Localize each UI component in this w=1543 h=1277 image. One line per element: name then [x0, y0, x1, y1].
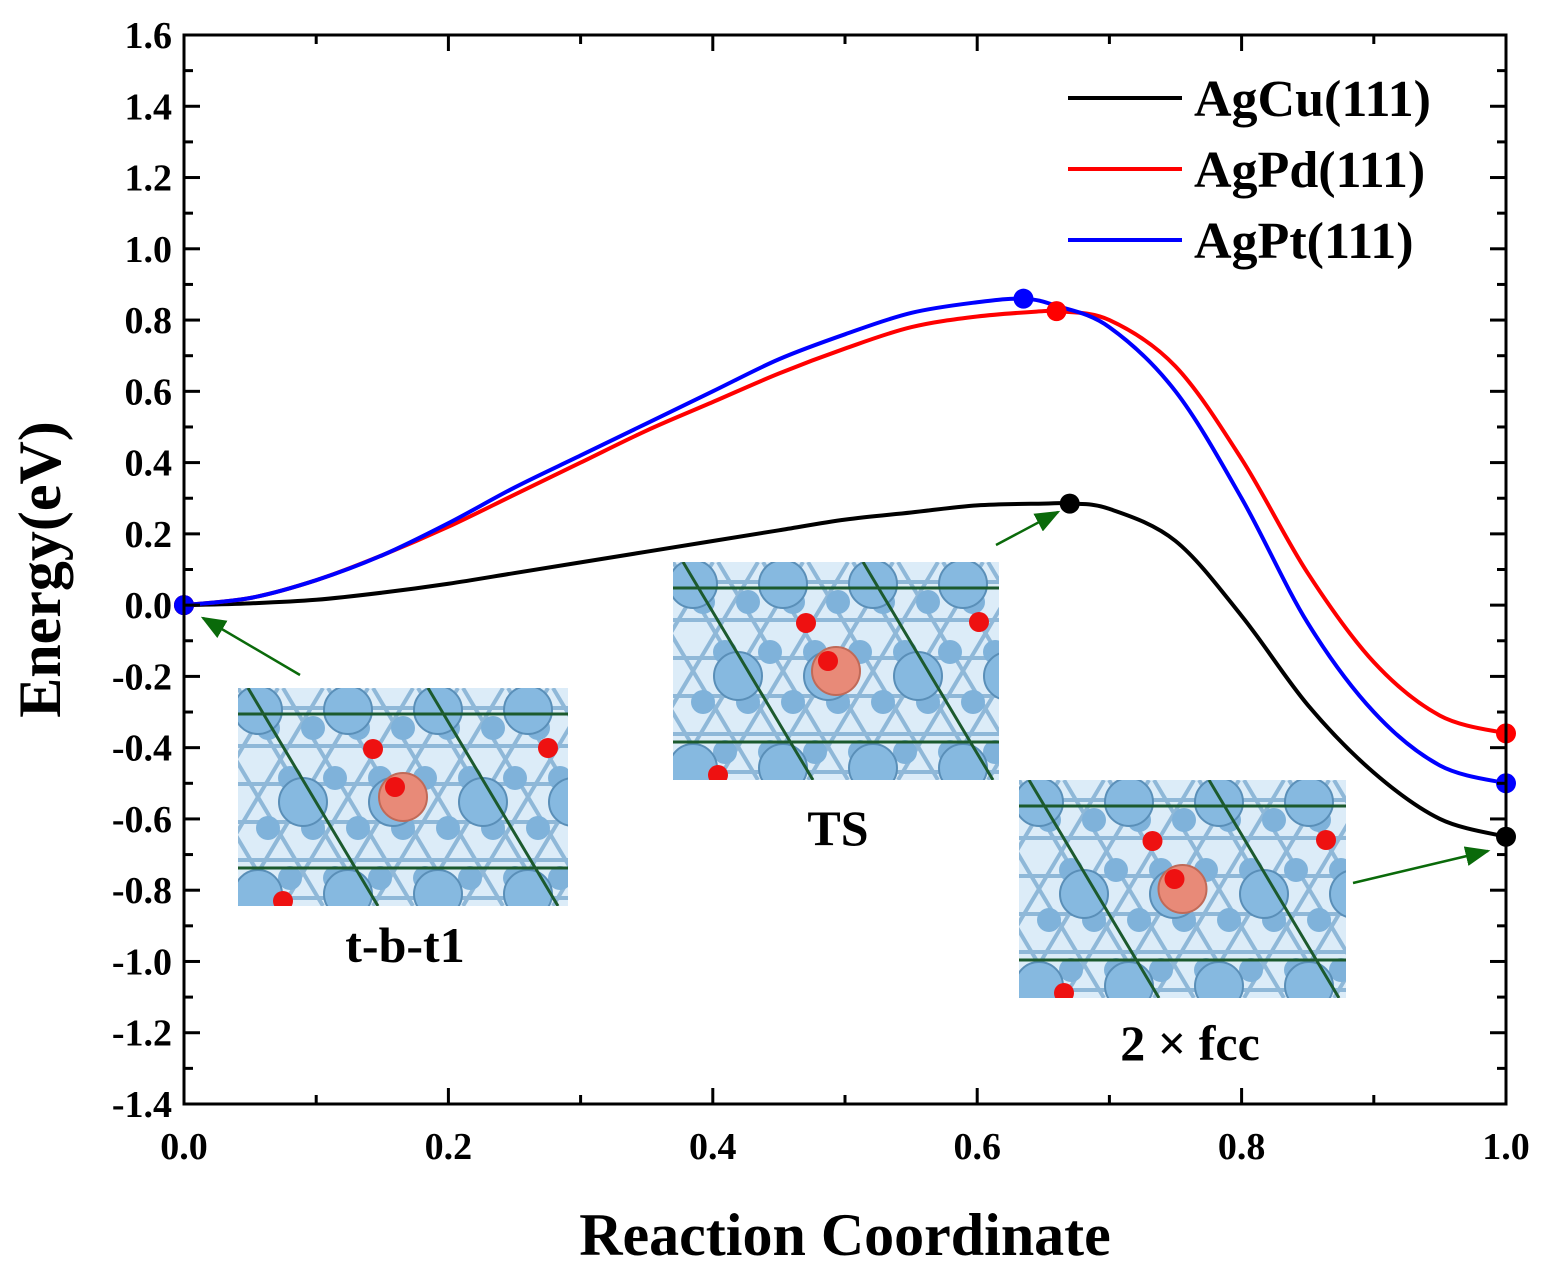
y-tick-label: -1.4 [112, 1084, 172, 1126]
y-tick-label: 1.4 [125, 86, 173, 128]
x-axis-title: Reaction Coordinate [579, 1202, 1111, 1268]
y-axis-title: Energy(eV) [7, 421, 73, 718]
series-layer [183, 296, 1507, 839]
x-tick-label: 0.2 [425, 1126, 473, 1168]
series-line-agpt-111 [183, 296, 1507, 786]
y-tick-label: -0.2 [112, 656, 172, 698]
inset-2-fcc [1019, 780, 1346, 998]
x-tick-label: 0.0 [160, 1126, 208, 1168]
marker-agpt-111-1 [1013, 288, 1034, 309]
y-tick-label: -0.8 [112, 870, 172, 912]
x-axis-ticks: 0.0 0.2 0.4 0.6 0.8 1.0 [160, 35, 1530, 1168]
caption-t-b-t1: t-b-t1 [345, 917, 464, 973]
caption-ts: TS [807, 800, 868, 856]
y-tick-label: 1.0 [125, 229, 173, 271]
legend: AgCu(111) AgPd(111) AgPt(111) [1068, 71, 1431, 270]
inset-t-b-t1 [238, 688, 568, 906]
x-tick-label: 0.8 [1218, 1126, 1266, 1168]
legend-label-agpd-111: AgPd(111) [1194, 142, 1425, 199]
y-tick-label: 1.2 [125, 158, 173, 200]
x-tick-label: 0.4 [689, 1126, 737, 1168]
marker-agpd-111-1 [1046, 301, 1067, 322]
y-tick-label: -0.6 [112, 799, 172, 841]
x-tick-label: 1.0 [1482, 1126, 1530, 1168]
annotation-arrows [200, 510, 1491, 885]
inset-ts [673, 562, 999, 780]
y-tick-label: 0.0 [125, 585, 173, 627]
legend-label-agpt-111: AgPt(111) [1194, 213, 1414, 270]
y-tick-label: 0.8 [125, 300, 173, 342]
y-tick-label: -0.4 [112, 728, 172, 770]
series-line-agcu-111 [183, 501, 1507, 839]
markers-layer [174, 288, 1516, 847]
annotation-arrow-2 [1352, 846, 1491, 885]
y-tick-label: 0.4 [125, 443, 173, 485]
caption-2-fcc: 2 × fcc [1120, 1015, 1260, 1071]
x-tick-label: 0.6 [953, 1126, 1001, 1168]
structure-insets [238, 562, 1346, 998]
legend-label-agcu-111: AgCu(111) [1194, 71, 1431, 128]
y-tick-label: 0.2 [125, 514, 173, 556]
y-tick-label: 1.6 [125, 15, 173, 57]
annotation-arrow-0 [200, 616, 301, 677]
annotation-arrow-1 [995, 510, 1061, 547]
y-tick-label: -1.0 [112, 941, 172, 983]
y-tick-label: 0.6 [125, 371, 173, 413]
marker-agcu-111-1 [1059, 493, 1080, 514]
y-axis-ticks: 1.6 1.4 1.2 1.0 0.8 0.6 0.4 0.2 0.0 -0.2 -0.4 -0.6 -… [112, 15, 1506, 1126]
y-tick-label: -1.2 [112, 1013, 172, 1055]
